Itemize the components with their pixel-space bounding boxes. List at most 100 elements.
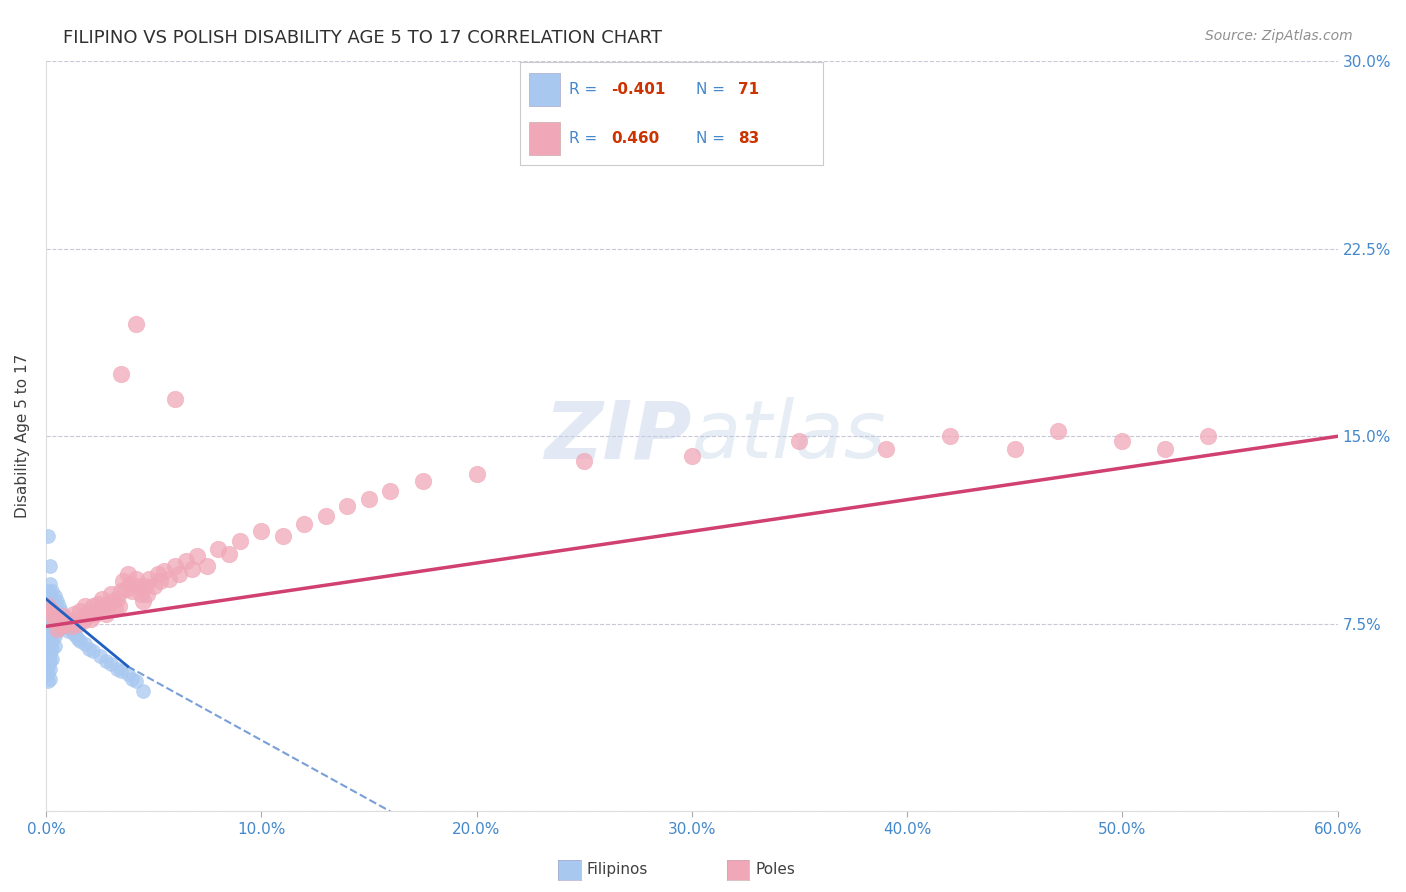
Point bbox=[1154, 442, 1177, 456]
Point bbox=[128, 579, 150, 593]
Point bbox=[65, 629, 87, 643]
Point bbox=[132, 594, 155, 608]
Point bbox=[218, 547, 240, 561]
Point bbox=[121, 584, 143, 599]
Point bbox=[380, 484, 402, 499]
Point bbox=[73, 599, 96, 614]
Point bbox=[96, 607, 118, 621]
Point bbox=[82, 599, 104, 614]
Point bbox=[37, 637, 59, 651]
Point bbox=[121, 672, 143, 686]
Point bbox=[53, 616, 76, 631]
Point bbox=[939, 429, 962, 443]
Text: FILIPINO VS POLISH DISABILITY AGE 5 TO 17 CORRELATION CHART: FILIPINO VS POLISH DISABILITY AGE 5 TO 1… bbox=[63, 29, 662, 46]
Point bbox=[105, 591, 128, 606]
Bar bbox=[529, 73, 560, 105]
Point bbox=[174, 554, 197, 568]
Point bbox=[37, 644, 59, 658]
Point bbox=[37, 599, 59, 614]
Point bbox=[41, 624, 63, 639]
Point bbox=[39, 599, 62, 614]
Point bbox=[97, 597, 120, 611]
Point bbox=[44, 599, 66, 614]
Point bbox=[146, 566, 169, 581]
Text: 71: 71 bbox=[738, 81, 759, 96]
Point bbox=[37, 599, 59, 614]
Point bbox=[56, 615, 79, 629]
Point bbox=[93, 599, 115, 614]
Y-axis label: Disability Age 5 to 17: Disability Age 5 to 17 bbox=[15, 354, 30, 518]
Point bbox=[336, 500, 359, 514]
Point bbox=[91, 591, 114, 606]
Point bbox=[45, 622, 67, 636]
Point bbox=[1198, 429, 1220, 443]
Point bbox=[44, 615, 66, 629]
Point bbox=[105, 662, 128, 676]
Point bbox=[48, 609, 70, 624]
Point bbox=[117, 566, 139, 581]
Point bbox=[118, 577, 141, 591]
Point bbox=[37, 584, 59, 599]
Point bbox=[48, 612, 70, 626]
Point bbox=[37, 674, 59, 689]
Point bbox=[114, 582, 136, 596]
Point bbox=[39, 629, 62, 643]
Point bbox=[165, 559, 187, 574]
Point bbox=[37, 652, 59, 666]
Point bbox=[572, 454, 595, 468]
Point bbox=[37, 659, 59, 673]
Point bbox=[110, 584, 132, 599]
Point bbox=[56, 619, 79, 633]
Point bbox=[142, 579, 165, 593]
Point bbox=[39, 637, 62, 651]
Text: -0.401: -0.401 bbox=[612, 81, 665, 96]
Text: Source: ZipAtlas.com: Source: ZipAtlas.com bbox=[1205, 29, 1353, 43]
Point bbox=[67, 632, 90, 646]
Point bbox=[1046, 425, 1069, 439]
Point bbox=[76, 609, 98, 624]
Point bbox=[48, 619, 70, 633]
Point bbox=[100, 587, 122, 601]
Point bbox=[659, 79, 682, 94]
Point bbox=[875, 442, 897, 456]
Point bbox=[52, 609, 75, 624]
Text: atlas: atlas bbox=[692, 397, 887, 475]
Point bbox=[80, 612, 103, 626]
Point bbox=[108, 599, 131, 614]
Point bbox=[69, 634, 91, 648]
Point bbox=[37, 629, 59, 643]
Point bbox=[207, 541, 229, 556]
Text: 0.460: 0.460 bbox=[612, 131, 659, 146]
Point bbox=[56, 624, 79, 639]
Point bbox=[132, 684, 155, 698]
Point bbox=[125, 572, 148, 586]
Point bbox=[110, 367, 132, 381]
Point bbox=[53, 615, 76, 629]
Point bbox=[39, 609, 62, 624]
Point bbox=[100, 657, 122, 671]
Point bbox=[37, 615, 59, 629]
Point bbox=[84, 607, 107, 621]
Point bbox=[44, 629, 66, 643]
Point bbox=[197, 559, 219, 574]
Point bbox=[37, 666, 59, 681]
Point bbox=[357, 491, 380, 506]
Point bbox=[49, 615, 72, 629]
Point bbox=[45, 594, 67, 608]
Point bbox=[39, 619, 62, 633]
Point bbox=[250, 524, 273, 539]
Text: R =: R = bbox=[568, 131, 602, 146]
Point bbox=[77, 641, 100, 656]
Point bbox=[681, 450, 703, 464]
Point bbox=[45, 615, 67, 629]
Point bbox=[39, 672, 62, 686]
Point bbox=[60, 624, 83, 639]
Point bbox=[77, 604, 100, 618]
Point bbox=[59, 622, 82, 636]
Point bbox=[86, 597, 108, 611]
Point bbox=[157, 572, 180, 586]
Point bbox=[149, 574, 172, 589]
Text: Poles: Poles bbox=[755, 863, 794, 877]
Point bbox=[44, 619, 66, 633]
Point bbox=[117, 666, 139, 681]
